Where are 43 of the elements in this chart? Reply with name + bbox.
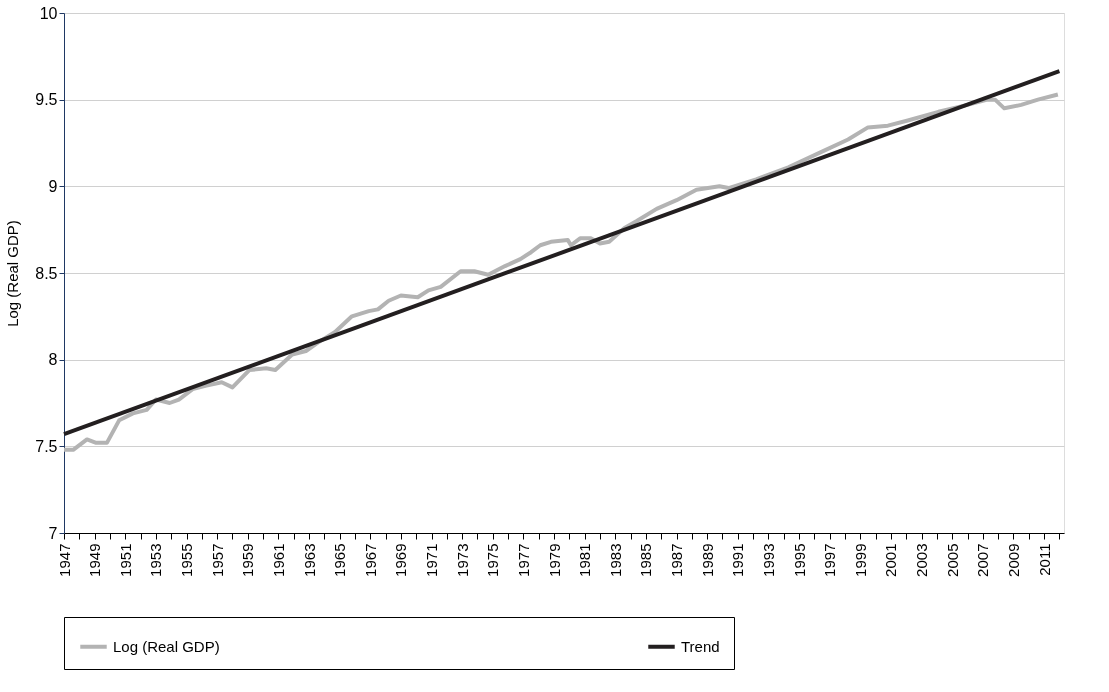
x-tick-label: 1995 [790, 543, 808, 577]
x-tick-label: 1993 [759, 543, 777, 577]
x-tick-label: 2005 [943, 543, 961, 577]
x-tick-label: 1987 [668, 543, 686, 577]
x-tick-label: 1997 [821, 543, 839, 577]
y-tick-label: 7.5 [35, 437, 58, 455]
x-tick-label: 1971 [423, 543, 441, 577]
x-tick-label: 1989 [698, 543, 716, 577]
y-tick-label: 8.5 [35, 264, 58, 282]
y-tick-label: 10 [39, 4, 58, 22]
y-tick-label: 9.5 [35, 91, 58, 109]
x-tick-label: 2011 [1035, 543, 1053, 576]
legend-label: Log (Real GDP) [113, 637, 220, 655]
x-tick-label: 1969 [392, 543, 410, 577]
y-axis-title: Log (Real GDP) [4, 220, 22, 327]
x-tick-label: 1951 [116, 543, 134, 577]
x-tick-label: 1991 [729, 543, 747, 577]
x-tick-label: 1979 [545, 543, 563, 577]
x-tick-label: 1975 [484, 543, 502, 577]
x-tick-label: 1965 [331, 543, 349, 577]
y-tick-label: 8 [48, 351, 58, 369]
x-tick-label: 2003 [913, 543, 931, 577]
x-tick-label: 1973 [453, 543, 471, 577]
x-tick-label: 1985 [637, 543, 655, 577]
x-tick-label: 1953 [147, 543, 165, 577]
x-tick-label: 2007 [974, 543, 992, 577]
x-tick-label: 1961 [269, 543, 287, 577]
x-tick-label: 1977 [514, 543, 532, 577]
x-tick-label: 2001 [882, 543, 900, 577]
x-tick-label: 2009 [1004, 543, 1022, 577]
x-tick-label: 1981 [576, 543, 594, 577]
x-tick-label: 1983 [606, 543, 624, 577]
legend-label: Trend [681, 637, 720, 655]
y-tick-label: 7 [48, 524, 58, 542]
x-tick-label: 1967 [361, 543, 379, 577]
y-tick-label: 9 [48, 177, 58, 195]
x-tick-label: 1949 [86, 543, 104, 577]
x-tick-label: 1957 [208, 543, 226, 577]
x-tick-label: 1947 [55, 543, 73, 577]
x-tick-label: 1959 [239, 543, 257, 577]
x-tick-label: 1999 [851, 543, 869, 577]
x-tick-label: 1963 [300, 543, 318, 577]
x-tick-label: 1955 [178, 543, 196, 577]
